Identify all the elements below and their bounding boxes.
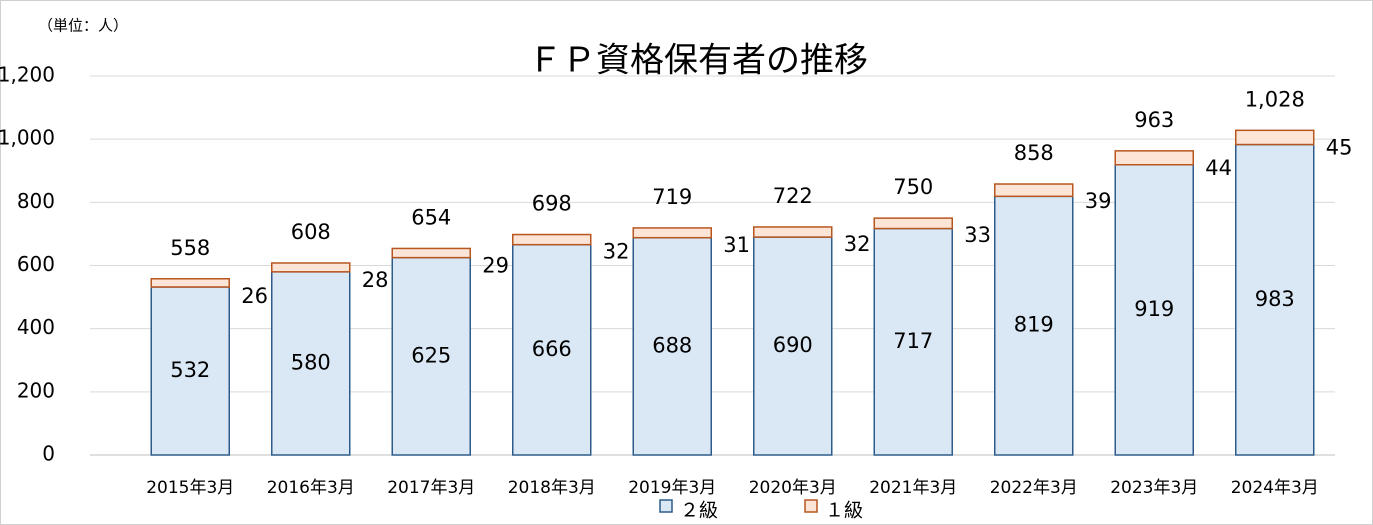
total-label: 558 [170,236,210,260]
data-label: 28 [362,268,389,292]
bar-segment [632,227,712,239]
data-label: 532 [170,358,210,382]
bar-segment [512,233,592,246]
y-tick-label: 800 [17,189,55,213]
y-tick-label: 0 [42,442,55,466]
bar-segment [1235,129,1315,146]
data-label: 29 [482,253,509,277]
data-label: 580 [291,350,331,374]
bar-segment [150,278,230,288]
x-tick-label: 2017年3月 [387,478,475,498]
chart-title: ＦＰ資格保有者の推移 [528,41,868,81]
bar-segment [271,271,351,456]
x-tick-label: 2018年3月 [508,478,596,498]
bar-segment [150,286,230,456]
bar-segment [271,262,351,273]
bar-segment [1114,150,1194,166]
legend-swatch [804,499,818,513]
x-tick-label: 2022年3月 [990,478,1078,498]
total-label: 858 [1014,141,1054,165]
data-label: 666 [532,337,572,361]
data-label: 32 [844,232,871,256]
x-tick-label: 2016年3月 [267,478,355,498]
total-label: 750 [893,175,933,199]
bar-segment [1114,163,1194,456]
y-tick-label: 1,000 [0,126,55,150]
data-label: 919 [1134,297,1174,321]
x-tick-label: 2019年3月 [628,478,716,498]
x-tick-label: 2020年3月 [749,478,837,498]
unit-label: （単位：人） [38,17,128,35]
data-label: 45 [1326,135,1353,159]
total-label: 963 [1134,108,1174,132]
x-tick-label: 2015年3月 [146,478,234,498]
data-label: 688 [652,333,692,357]
legend-label: １級 [825,500,863,522]
data-label: 33 [964,223,991,247]
bar-segment [391,256,471,456]
data-label: 983 [1255,287,1295,311]
total-label: 722 [773,184,813,208]
total-label: 698 [532,192,572,216]
y-tick-label: 600 [17,252,55,276]
data-label: 625 [411,343,451,367]
bar-segment [1235,143,1315,456]
x-tick-label: 2023年3月 [1110,478,1198,498]
data-label: 31 [723,233,750,257]
y-tick-label: 400 [17,315,55,339]
x-tick-label: 2024年3月 [1231,478,1319,498]
bar-segment [391,247,471,259]
total-label: 654 [411,205,451,229]
y-tick-label: 1,200 [0,63,55,87]
data-label: 39 [1085,189,1112,213]
bar-segment [994,183,1074,198]
bar-segment [873,217,953,230]
data-label: 44 [1205,156,1232,180]
total-label: 608 [291,220,331,244]
legend-label: ２級 [680,500,718,522]
data-label: 26 [241,284,268,308]
total-label: 719 [652,185,692,209]
data-label: 690 [773,333,813,357]
data-label: 717 [893,329,933,353]
legend-swatch [659,499,673,513]
bar-segment [873,227,953,456]
bar-segment [512,243,592,456]
total-label: 1,028 [1245,87,1305,111]
x-tick-label: 2021年3月 [869,478,957,498]
bar-segment [753,226,833,238]
bar-segment [994,195,1074,456]
data-label: 819 [1014,313,1054,337]
data-label: 32 [603,240,630,264]
y-tick-label: 200 [17,378,55,402]
